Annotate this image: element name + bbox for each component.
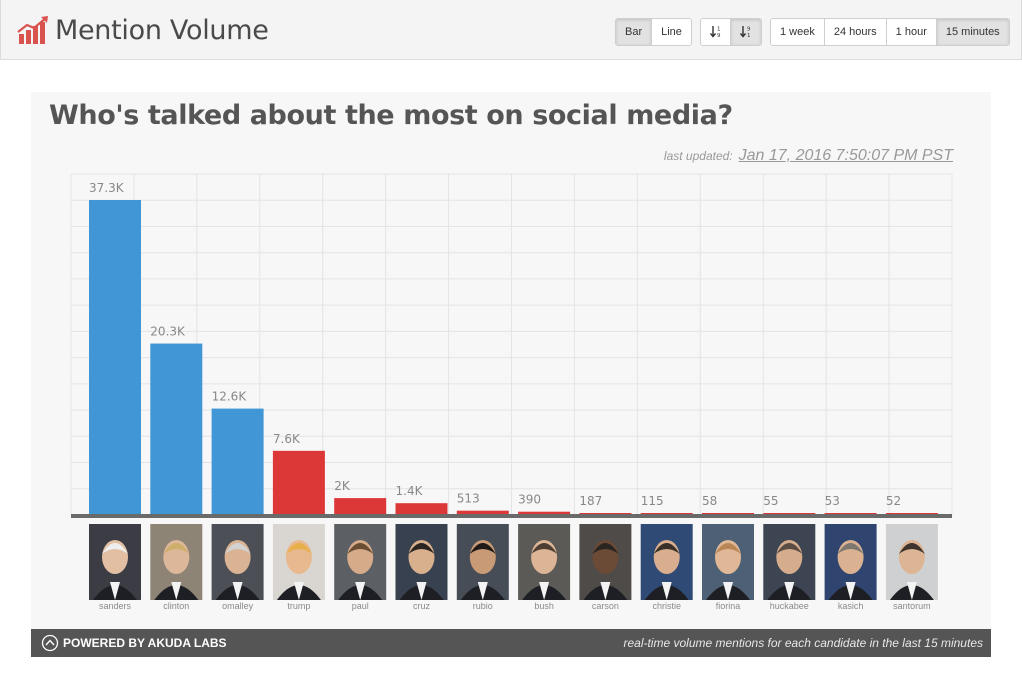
top-bar: Mention Volume Bar Line 1 9 9 1 1 week 2… bbox=[0, 0, 1022, 60]
hair-shape bbox=[776, 543, 803, 554]
app-title: Mention Volume bbox=[55, 14, 269, 46]
powered-by-text: POWERED BY AKUDA LABS bbox=[63, 636, 227, 650]
akuda-logo-icon bbox=[41, 634, 59, 652]
bar-bush bbox=[518, 511, 571, 515]
hair-shape bbox=[408, 543, 435, 554]
bar-paul bbox=[334, 498, 387, 515]
value-label-bush: 390 bbox=[518, 493, 541, 507]
shirt-shape bbox=[477, 582, 488, 600]
value-label-christie: 115 bbox=[641, 494, 664, 508]
hair-shape bbox=[102, 543, 128, 554]
value-label-fiorina: 58 bbox=[702, 494, 717, 508]
shirt-shape bbox=[232, 582, 243, 600]
bar-sanders bbox=[89, 200, 141, 515]
chart-type-toggle: Bar Line bbox=[615, 18, 692, 46]
shirt-shape bbox=[416, 582, 427, 600]
shirt-shape bbox=[293, 582, 304, 600]
last-updated-timestamp[interactable]: Jan 17, 2016 7:50:07 PM PST bbox=[738, 147, 953, 164]
hair-shape bbox=[163, 543, 190, 554]
bar-trump bbox=[272, 450, 325, 515]
bar-button[interactable]: Bar bbox=[616, 19, 653, 45]
hair-shape bbox=[347, 543, 374, 554]
hair-shape bbox=[224, 543, 251, 554]
hair-shape bbox=[592, 543, 619, 554]
category-label-rubio: rubio bbox=[473, 601, 493, 611]
footer-caption: real-time volume mentions for each candi… bbox=[623, 636, 983, 650]
category-label-kasich: kasich bbox=[838, 601, 864, 611]
powered-by[interactable]: POWERED BY AKUDA LABS bbox=[41, 634, 227, 652]
svg-text:9: 9 bbox=[717, 33, 721, 38]
value-label-trump: 7.6K bbox=[273, 432, 301, 446]
brand: Mention Volume bbox=[17, 12, 269, 48]
category-label-carson: carson bbox=[592, 601, 619, 611]
chart-title: Who's talked about the most on social me… bbox=[49, 100, 733, 131]
time-range-toggle: 1 week 24 hours 1 hour 15 minutes bbox=[770, 18, 1010, 46]
hair-shape bbox=[531, 543, 558, 554]
value-label-sanders: 37.3K bbox=[89, 181, 125, 195]
bar-omalley bbox=[211, 408, 264, 515]
time-1-hour-button[interactable]: 1 hour bbox=[886, 19, 937, 45]
sort-ascending-button[interactable]: 1 9 bbox=[701, 19, 731, 45]
last-updated: last updated: Jan 17, 2016 7:50:07 PM PST bbox=[664, 147, 953, 165]
sort-toggle: 1 9 9 1 bbox=[700, 18, 762, 46]
chart-panel: 37.3K 20.3K 12.6K 7.6K 2K 1.4K 513 390 187 115 58 5… bbox=[31, 92, 991, 657]
shirt-shape bbox=[661, 582, 672, 600]
shirt-shape bbox=[355, 582, 366, 600]
value-label-santorum: 52 bbox=[886, 494, 901, 508]
bar-chart: 37.3K 20.3K 12.6K 7.6K 2K 1.4K 513 390 187 115 58 5… bbox=[70, 173, 953, 611]
bar-rubio bbox=[456, 510, 509, 515]
bar-clinton bbox=[150, 343, 203, 515]
shirt-shape bbox=[784, 582, 795, 600]
category-label-clinton: clinton bbox=[163, 601, 189, 611]
bar-chart-trend-icon bbox=[17, 16, 48, 44]
time-15-minutes-button[interactable]: 15 minutes bbox=[936, 19, 1009, 45]
sort-descending-icon: 9 1 bbox=[740, 26, 751, 38]
value-label-omalley: 12.6K bbox=[212, 390, 248, 404]
category-label-santorum: santorum bbox=[893, 601, 931, 611]
category-label-cruz: cruz bbox=[413, 601, 431, 611]
value-label-cruz: 1.4K bbox=[396, 484, 424, 498]
time-1-week-button[interactable]: 1 week bbox=[771, 19, 825, 45]
category-label-christie: christie bbox=[652, 601, 681, 611]
hair-shape bbox=[715, 543, 741, 554]
category-label-omalley: omalley bbox=[222, 601, 254, 611]
value-label-rubio: 513 bbox=[457, 492, 480, 506]
shirt-shape bbox=[906, 582, 917, 600]
value-label-kasich: 53 bbox=[825, 494, 840, 508]
shirt-shape bbox=[110, 582, 120, 600]
hair-shape bbox=[898, 543, 925, 554]
time-24-hours-button[interactable]: 24 hours bbox=[824, 19, 887, 45]
last-updated-label: last updated: bbox=[663, 149, 733, 163]
category-label-sanders: sanders bbox=[99, 601, 132, 611]
svg-text:1: 1 bbox=[717, 27, 721, 33]
shirt-shape bbox=[600, 582, 611, 600]
shirt-shape bbox=[723, 582, 733, 600]
category-label-paul: paul bbox=[352, 601, 369, 611]
line-button[interactable]: Line bbox=[652, 19, 691, 45]
shirt-shape bbox=[845, 582, 856, 600]
svg-text:9: 9 bbox=[747, 27, 751, 33]
svg-text:1: 1 bbox=[747, 33, 751, 38]
sort-descending-button[interactable]: 9 1 bbox=[731, 19, 761, 45]
footer: POWERED BY AKUDA LABS real-time volume m… bbox=[31, 629, 991, 657]
shirt-shape bbox=[171, 582, 182, 600]
bar-cruz bbox=[395, 503, 448, 515]
category-label-trump: trump bbox=[287, 601, 310, 611]
shirt-shape bbox=[539, 582, 550, 600]
value-label-huckabee: 55 bbox=[763, 494, 778, 508]
sort-ascending-icon: 1 9 bbox=[710, 26, 721, 38]
value-label-carson: 187 bbox=[579, 494, 602, 508]
hair-shape bbox=[469, 543, 496, 554]
hair-shape bbox=[285, 543, 312, 554]
x-axis-baseline bbox=[71, 514, 952, 518]
value-label-paul: 2K bbox=[334, 479, 351, 493]
hair-shape bbox=[837, 543, 864, 554]
value-label-clinton: 20.3K bbox=[150, 325, 186, 339]
hair-shape bbox=[653, 543, 680, 554]
category-label-fiorina: fiorina bbox=[716, 601, 741, 611]
category-label-bush: bush bbox=[534, 601, 554, 611]
category-label-huckabee: huckabee bbox=[770, 601, 809, 611]
